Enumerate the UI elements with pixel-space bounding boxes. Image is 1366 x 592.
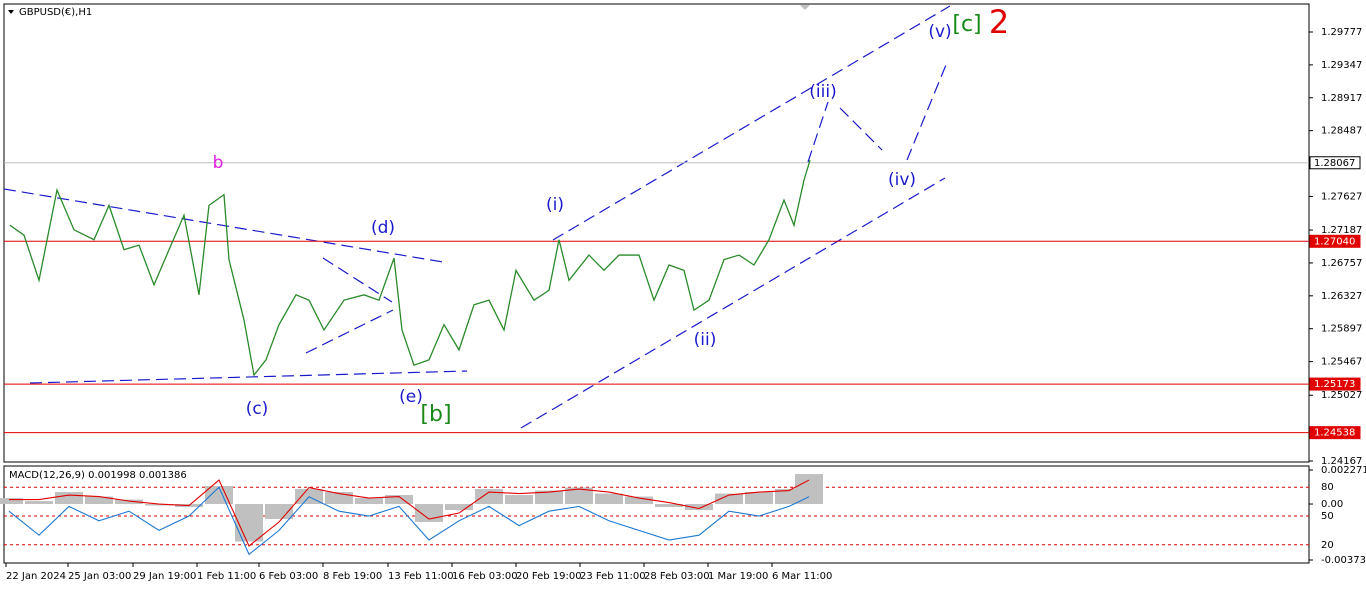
wave-label: (c) [246,399,269,419]
y-tick-label: 1.29777 [1321,27,1362,38]
y-tick-label: 1.27187 [1321,225,1362,236]
macd-bar [745,492,773,505]
x-tick-label: 20 Feb 19:00 [516,571,582,582]
macd-bar [325,492,353,505]
wave-lines [3,5,951,429]
x-tick-label: 13 Feb 11:00 [388,571,454,582]
x-tick-label: 22 Jan 2024 [6,571,66,582]
macd-bar [235,504,263,542]
trendline [305,309,394,354]
macd-bar [505,495,533,505]
macd-bar [145,504,173,506]
y-tick-label: 1.28487 [1321,126,1362,137]
chart-title: GBPUSD(€),H1 [19,7,92,18]
x-tick-label: 23 Feb 11:00 [580,571,646,582]
macd-bar [25,501,53,505]
level-label-box [1309,426,1361,440]
macd-bar [385,495,413,505]
channel-line [520,177,946,429]
macd-title: MACD(12,26,9) 0.001998 0.001386 [9,470,187,481]
macd-bar [0,498,23,505]
wave-path [906,59,949,161]
y-tick-label: 1.24167 [1321,456,1362,467]
y-tick-label: -0.003736 [1321,555,1366,566]
macd-bar [445,504,473,511]
trendline [3,188,444,263]
level-label: 1.27040 [1314,236,1355,247]
level-label: 1.25173 [1314,379,1355,390]
wave-label: [c] [952,12,981,37]
y2-tick-label: 80 [1321,482,1334,493]
x-tick-label: 1 Feb 11:00 [197,571,256,582]
x-tick-label: 28 Feb 03:00 [644,571,710,582]
trendline [322,257,393,303]
macd-bar [55,492,83,505]
main-pane [3,3,1310,463]
macd-bar [85,496,113,505]
y-tick-label: 1.25467 [1321,357,1362,368]
macd-bar [115,499,143,505]
wave-label: (ii) [694,330,717,350]
x-tick-label: 1 Mar 19:00 [708,571,768,582]
y-tick-label: 1.25897 [1321,324,1362,335]
wave-label: (i) [546,195,564,215]
macd-bar [795,474,823,505]
shift-marker [800,5,810,10]
y-tick-label: 1.26757 [1321,258,1362,269]
y-tick-label: 0.002271 [1321,465,1366,476]
channel-line [552,5,951,241]
macd-bar [475,489,503,505]
x-tick-label: 6 Feb 03:00 [259,571,318,582]
wave-label: (d) [371,218,395,238]
x-tick-label: 25 Jan 03:00 [68,571,131,582]
wave-label: 2 [989,3,1009,41]
macd-pane [3,465,1310,564]
wave-label: b [213,153,224,173]
y-tick-label: 1.27627 [1321,191,1362,202]
macd-bar [205,486,233,505]
y-tick-label: 1.28917 [1321,93,1362,104]
wave-label: (iv) [888,170,916,190]
trendline [29,370,468,384]
wave-label: [b] [420,402,451,427]
menu-arrow[interactable] [8,10,14,14]
macd-bar [535,490,563,505]
macd-bar [715,493,743,505]
macd-bar [595,493,623,505]
macd-bar [625,496,653,505]
level-label-box [1309,377,1361,391]
wave-label: (iii) [809,82,836,102]
y-tick-label: 1.29347 [1321,60,1362,71]
wave-path [807,101,829,163]
price-line [9,160,811,377]
y2-tick-label: 50 [1321,511,1334,522]
y-tick-label: 1.25027 [1321,390,1362,401]
macd-bar [355,498,383,505]
macd-bar [265,504,293,520]
macd-bar [565,487,593,505]
y2-tick-label: 20 [1321,540,1334,551]
x-tick-label: 29 Jan 19:00 [133,571,196,582]
wave-label: (e) [399,387,423,407]
wave-path [839,107,883,151]
x-tick-label: 16 Feb 03:00 [452,571,518,582]
level-label-box [1309,234,1361,248]
macd-line [8,486,810,556]
macd-bar [655,504,683,508]
x-tick-label: 8 Feb 19:00 [323,571,382,582]
level-label-box [1309,156,1361,170]
level-label: 1.24538 [1314,428,1355,439]
y-tick-label: 1.26327 [1321,291,1362,302]
macd-line [9,479,810,547]
level-label: 1.28067 [1314,158,1355,169]
macd-bar [685,504,713,511]
x-tick-label: 6 Mar 11:00 [772,571,832,582]
y-tick-label: 0.00 [1321,499,1343,510]
wave-label: (v) [928,22,951,42]
